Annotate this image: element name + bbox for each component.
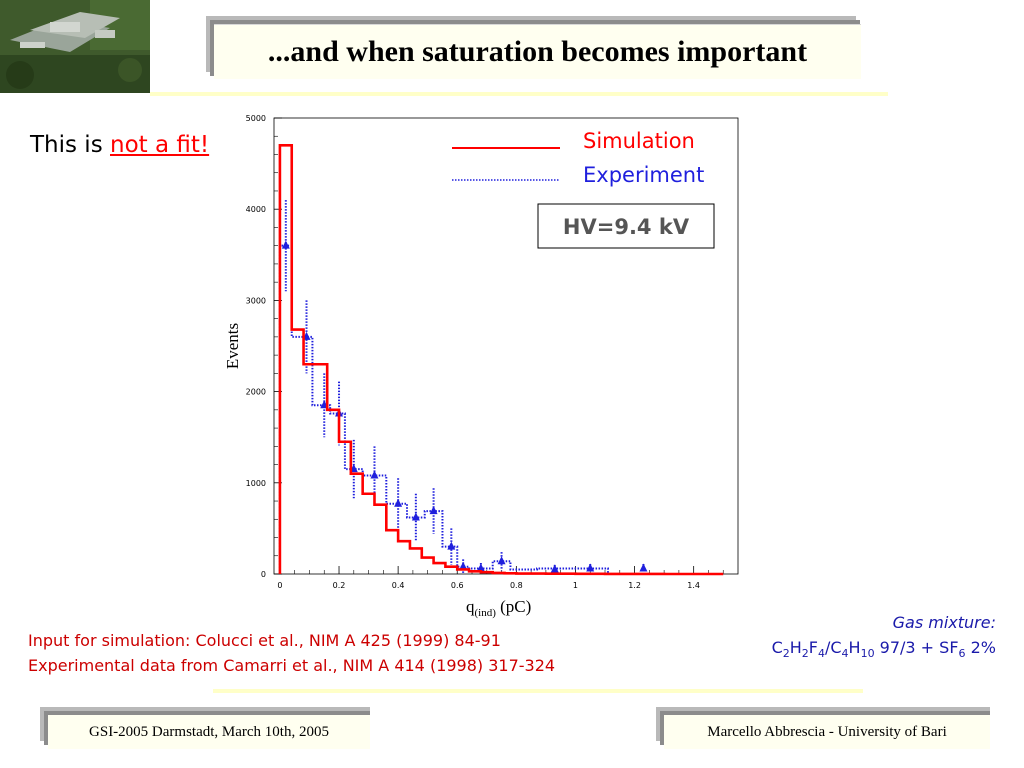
experiment-point: [639, 563, 648, 572]
experiment-point: [447, 541, 456, 550]
fit-note-prefix: This is: [30, 132, 110, 158]
x-axis-label: q(ind) (pC): [466, 597, 531, 619]
y-tick-label: 2000: [246, 388, 266, 397]
y-tick-label: 1000: [246, 479, 266, 488]
gas-mixture-formula: C2H2F4/C4H10 97/3 + SF6 2%: [771, 638, 996, 661]
footer-rule: [213, 689, 863, 693]
experiment-point: [476, 563, 485, 572]
y-tick-label: 4000: [246, 205, 266, 214]
footer-right: Marcello Abbrescia - University of Bari: [664, 715, 990, 749]
x-tick-label: 0.4: [392, 581, 405, 590]
fit-note-highlight: not a fit!: [110, 132, 210, 158]
y-axis-label: Events: [223, 323, 242, 369]
x-tick-label: 1.2: [628, 581, 641, 590]
experiment-reference: Experimental data from Camarri et al., N…: [28, 656, 556, 675]
fit-note: This is not a fit!: [30, 132, 209, 158]
x-tick-label: 1.4: [687, 581, 700, 590]
title-box: ...and when saturation becomes important: [214, 24, 861, 79]
experiment-point: [370, 470, 379, 479]
title-underline: [150, 92, 888, 96]
y-tick-label: 0: [261, 570, 266, 579]
experiment-point: [429, 506, 438, 515]
y-tick-label: 3000: [246, 296, 266, 305]
gas-mixture: Gas mixture: C2H2F4/C4H10 97/3 + SF6 2%: [772, 610, 996, 666]
plot-frame: [273, 117, 739, 575]
x-tick-label: 0.8: [510, 581, 523, 590]
x-tick-label: 0: [277, 581, 282, 590]
footer-left: GSI-2005 Darmstadt, March 10th, 2005: [48, 715, 370, 749]
simulation-reference: Input for simulation: Colucci et al., NI…: [28, 631, 501, 650]
hv-annotation: HV=9.4 kV: [563, 215, 690, 239]
references: Input for simulation: Colucci et al., NI…: [28, 628, 555, 678]
x-tick-label: 0.6: [451, 581, 464, 590]
simulation-step-line: [278, 144, 724, 576]
experiment-point: [281, 240, 290, 249]
y-tick-label: 5000: [246, 114, 266, 123]
x-tick-label: 1: [573, 581, 578, 590]
slide-title: ...and when saturation becomes important: [267, 35, 808, 68]
legend-simulation-label: Simulation: [583, 129, 695, 153]
lab-aerial-photo: [0, 0, 150, 93]
experiment-point: [411, 512, 420, 521]
hv-annotation-box: [537, 203, 715, 249]
experiment-point: [586, 563, 595, 572]
gas-mixture-label: Gas mixture:: [892, 613, 996, 632]
x-tick-label: 0.2: [333, 581, 346, 590]
charge-histogram-chart: 0 1000 2000 3000 4000 5000 0 0.2 0.4 0.6 0.8 1 1.2 1.…: [223, 114, 739, 619]
experiment-point: [497, 556, 506, 565]
experiment-point: [459, 561, 468, 570]
legend-experiment-label: Experiment: [583, 163, 704, 187]
experiment-point: [550, 564, 559, 573]
experiment-point: [394, 498, 403, 507]
